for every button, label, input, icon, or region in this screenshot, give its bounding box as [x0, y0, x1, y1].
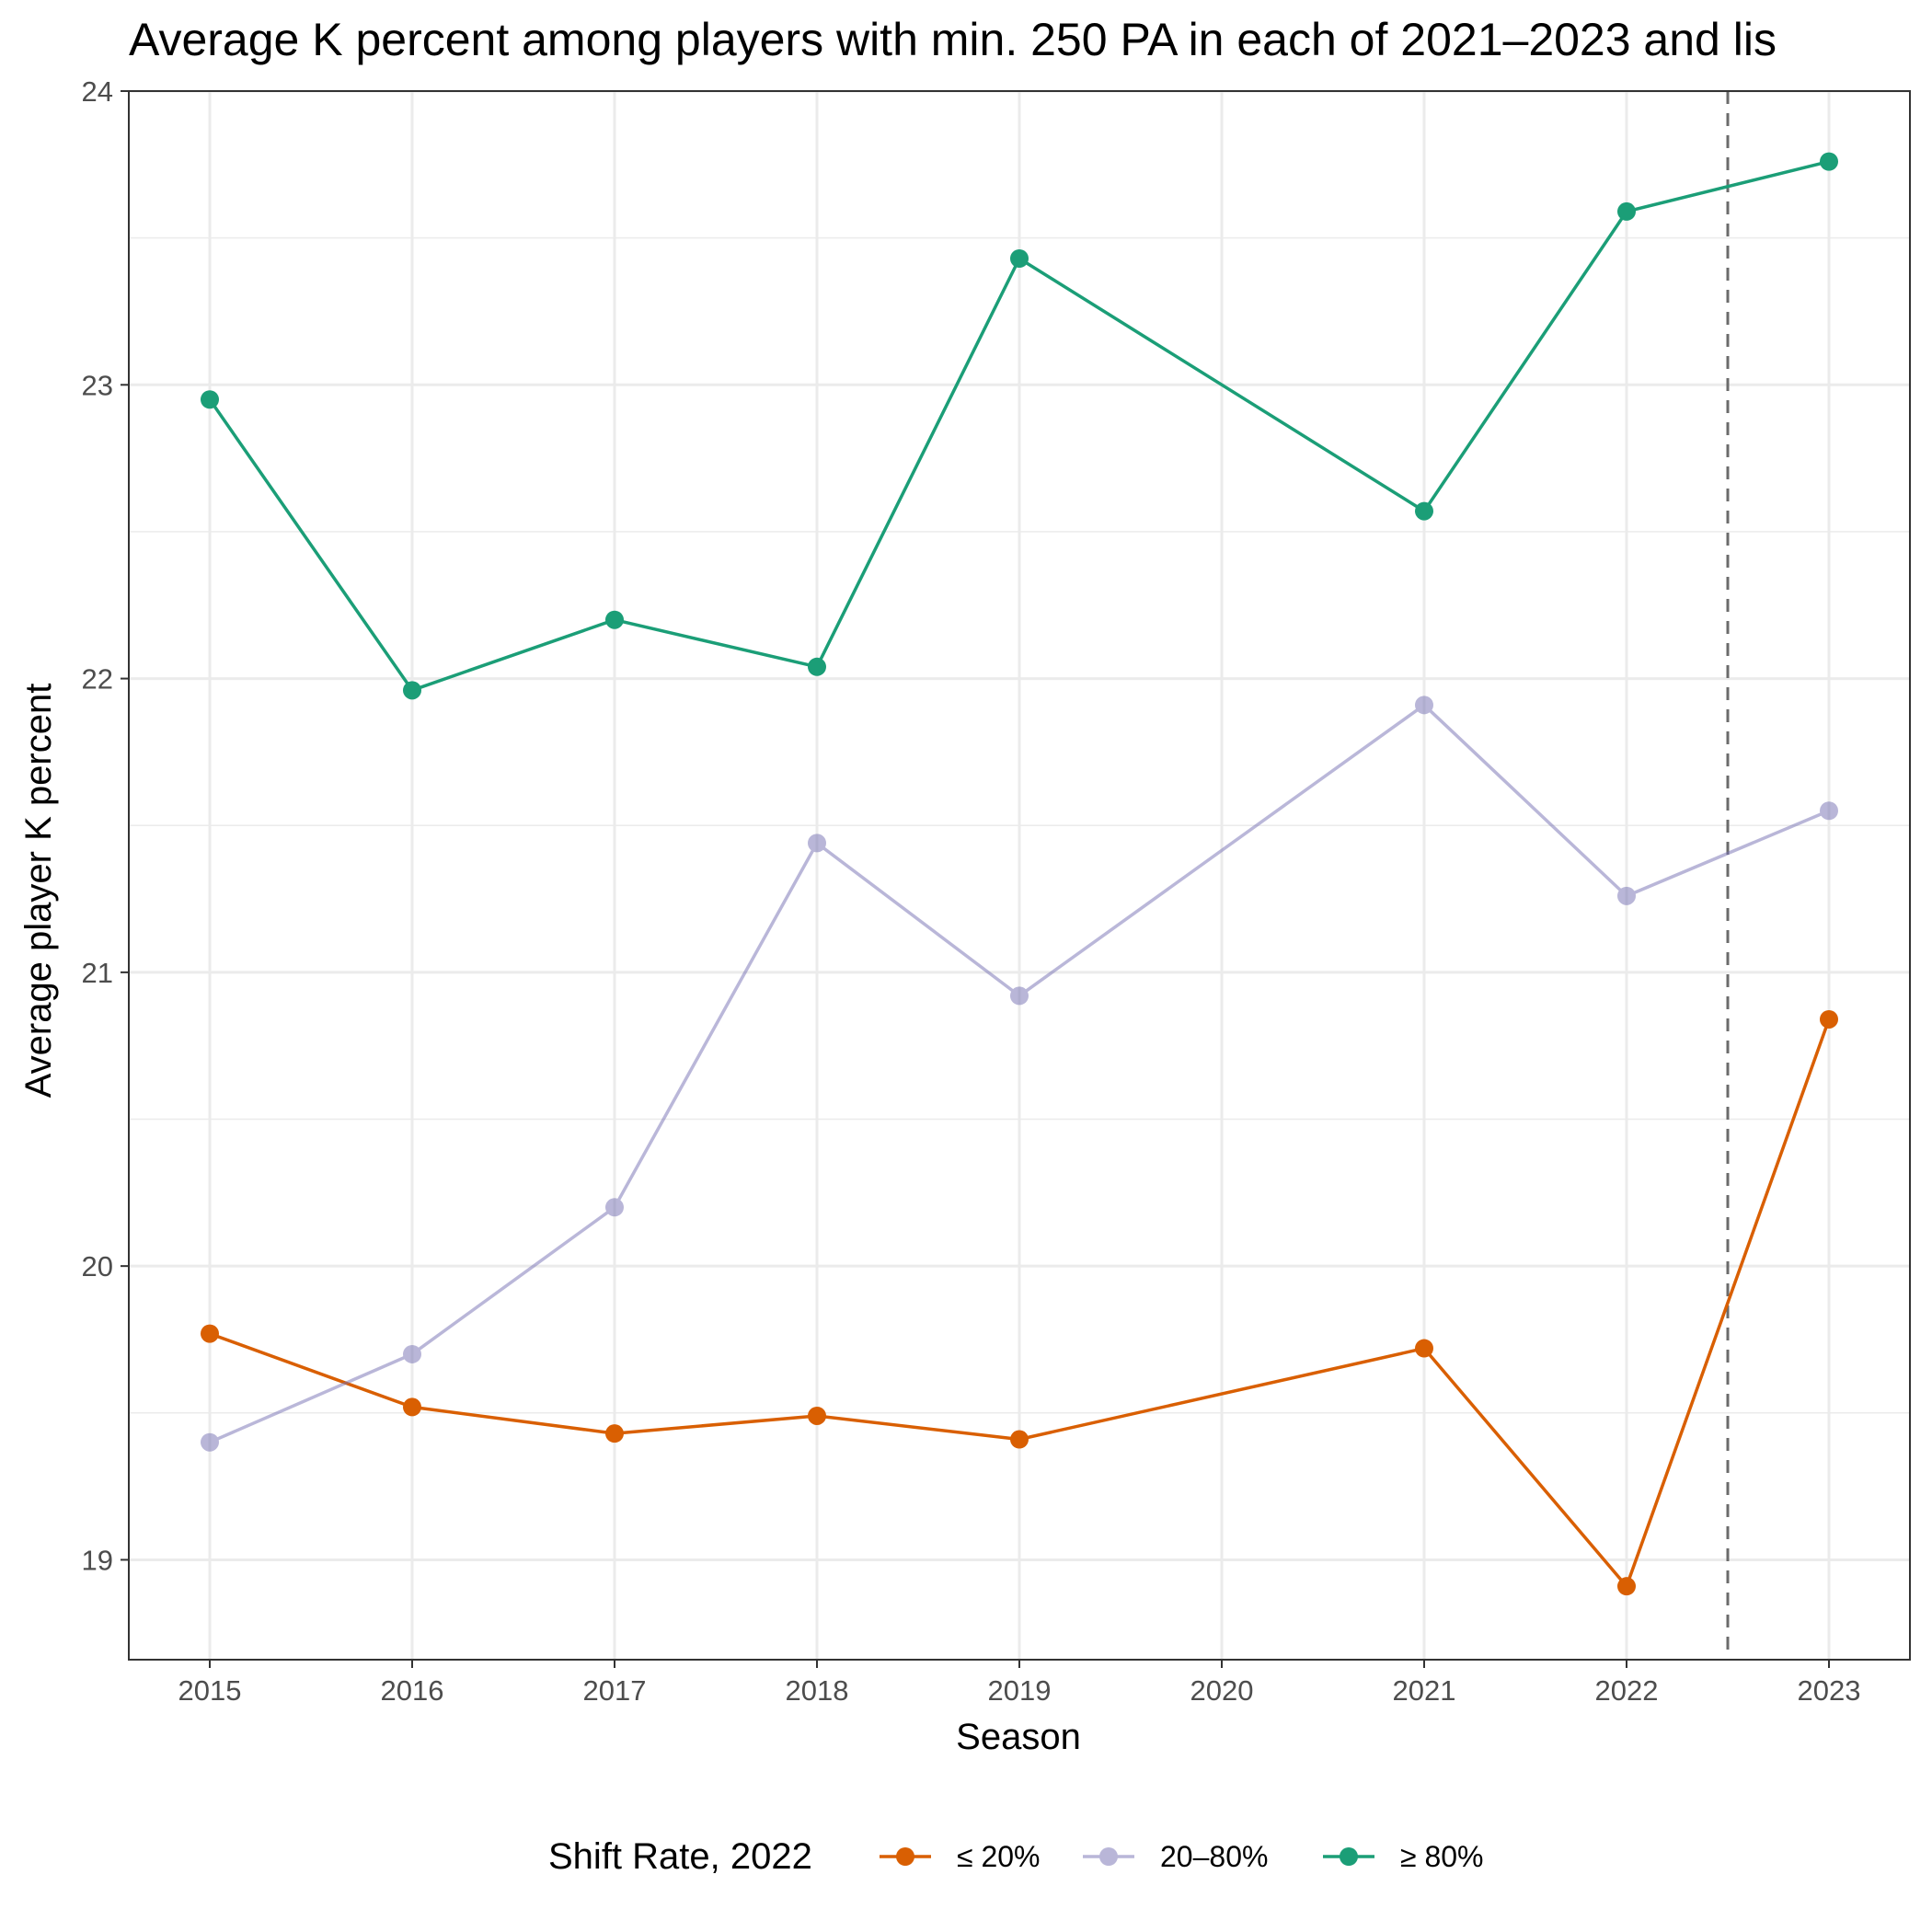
x-tick-label: 2016	[381, 1674, 444, 1707]
y-tick-label: 20	[82, 1250, 113, 1282]
data-point	[1415, 696, 1433, 715]
legend-label: ≤ 20%	[957, 1840, 1041, 1873]
legend-title: Shift Rate, 2022	[548, 1836, 812, 1877]
x-tick-label: 2017	[583, 1674, 647, 1707]
series-layer	[201, 152, 1838, 1596]
data-point	[1820, 801, 1838, 821]
y-tick-label: 19	[82, 1544, 113, 1576]
x-tick-label: 2023	[1798, 1674, 1861, 1707]
y-axis-title: Average player K percent	[18, 684, 59, 1098]
data-point	[201, 390, 219, 409]
series-line	[208, 159, 1830, 693]
legend-key-point	[1340, 1847, 1358, 1866]
x-tick-label: 2019	[988, 1674, 1052, 1707]
data-point	[1010, 1430, 1029, 1449]
series-line	[209, 703, 1830, 1444]
data-point	[1415, 1339, 1433, 1358]
series-2	[201, 152, 1838, 700]
series-0	[201, 1009, 1838, 1596]
legend: Shift Rate, 2022 ≤ 20% 20–80% ≥ 80%	[548, 1836, 1484, 1877]
legend-items: ≤ 20% 20–80% ≥ 80%	[880, 1840, 1484, 1873]
data-point	[1010, 248, 1029, 268]
data-point	[1820, 152, 1838, 171]
data-point	[808, 834, 826, 853]
x-tick-label: 2015	[178, 1674, 242, 1707]
x-tick-label: 2020	[1190, 1674, 1254, 1707]
data-point	[403, 1397, 421, 1417]
data-point	[1415, 501, 1433, 521]
x-tick-label: 2022	[1595, 1674, 1659, 1707]
legend-key-point	[896, 1847, 914, 1866]
x-axis: 2015 2016 2017 2018 2019 2020 2021 2022 2023	[178, 1660, 1861, 1707]
legend-label: ≥ 80%	[1400, 1840, 1484, 1873]
legend-key	[1083, 1847, 1134, 1866]
data-point	[1820, 1009, 1838, 1029]
series-1	[201, 696, 1838, 1452]
legend-key	[1323, 1847, 1374, 1866]
chart-title: Average K percent among players with min…	[129, 14, 1777, 65]
x-tick-label: 2018	[786, 1674, 849, 1707]
y-tick-label: 21	[82, 957, 113, 989]
data-point	[201, 1324, 219, 1343]
data-point	[808, 657, 826, 676]
legend-key	[880, 1847, 931, 1866]
data-point	[403, 1344, 421, 1363]
data-point	[201, 1432, 219, 1452]
legend-key-point	[1099, 1847, 1118, 1866]
plot-panel	[128, 89, 1911, 1661]
data-point	[1010, 986, 1029, 1006]
data-point	[403, 681, 421, 700]
x-tick-label: 2021	[1393, 1674, 1456, 1707]
x-axis-title: Season	[956, 1717, 1081, 1757]
data-point	[1617, 1577, 1636, 1596]
data-point	[808, 1406, 826, 1425]
data-point	[605, 610, 624, 629]
y-tick-label: 22	[82, 663, 113, 696]
data-point	[605, 1424, 624, 1443]
y-axis: 19 20 21 22 23 24	[82, 75, 129, 1576]
legend-label: 20–80%	[1160, 1840, 1268, 1873]
y-tick-label: 24	[82, 75, 113, 108]
data-point	[1617, 201, 1636, 221]
series-line	[209, 1018, 1831, 1588]
data-point	[1617, 886, 1636, 905]
y-tick-label: 23	[82, 369, 113, 401]
data-point	[605, 1198, 624, 1217]
